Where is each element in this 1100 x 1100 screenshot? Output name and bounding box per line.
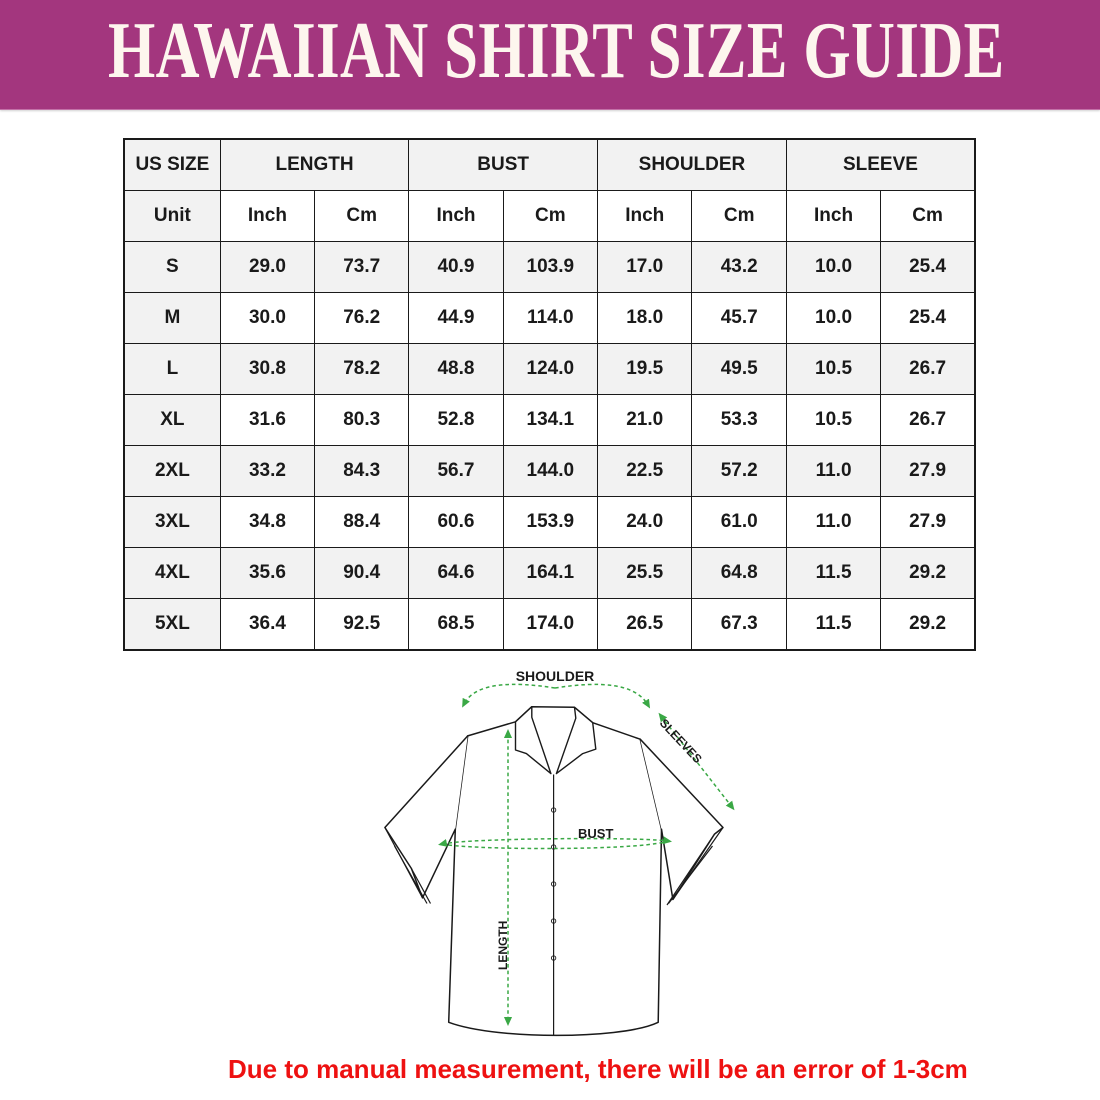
svg-text:BUST: BUST bbox=[578, 826, 613, 841]
svg-text:SHOULDER: SHOULDER bbox=[516, 670, 595, 684]
